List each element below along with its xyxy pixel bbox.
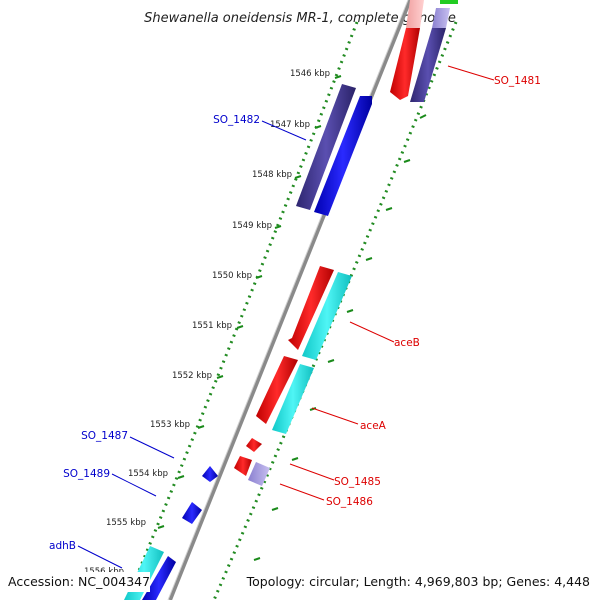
- map-title: Shewanella oneidensis MR-1, complete gen…: [144, 11, 456, 26]
- genome-backbone: [168, 0, 412, 600]
- tick-label: 1553 kbp: [150, 420, 190, 430]
- tick-label: 1550 kbp: [212, 271, 252, 281]
- label-so-1489[interactable]: SO_1489: [63, 468, 110, 480]
- tick-label: 1554 kbp: [128, 469, 168, 479]
- gene-so-1482-protein[interactable]: [296, 84, 356, 210]
- tick-label: 1549 kbp: [232, 221, 272, 231]
- label-so-1481[interactable]: SO_1481: [494, 75, 541, 87]
- tick-label: 1552 kbp: [172, 371, 212, 381]
- topology-text: Topology: circular; Length: 4,969,803 bp…: [246, 574, 590, 589]
- label-so-1485[interactable]: SO_1485: [334, 476, 381, 488]
- gene-so-1481-top-ghost: [406, 0, 424, 28]
- tick-label: 1555 kbp: [106, 518, 146, 528]
- footer-right-bg: [256, 572, 596, 592]
- gene-so-1489[interactable]: [182, 502, 202, 524]
- tick-labels: 1546 kbp 1547 kbp 1548 kbp 1549 kbp 1550…: [84, 69, 330, 577]
- tick-label: 1546 kbp: [290, 69, 330, 79]
- gene-aceA-cyan[interactable]: [272, 364, 314, 434]
- reverse-track: [125, 21, 359, 600]
- gene-aceB-forward[interactable]: [288, 266, 334, 350]
- gene-labels: SO_1481 aceB aceA SO_1485 SO_1486 SO_148…: [49, 75, 541, 552]
- label-so-1486[interactable]: SO_1486: [326, 496, 373, 508]
- label-leaders: [77, 65, 495, 569]
- tick-label: 1548 kbp: [252, 170, 292, 180]
- leader-aceA: [311, 407, 359, 425]
- gene-aceB-cyan[interactable]: [302, 272, 352, 360]
- gene-aceA-forward[interactable]: [256, 356, 298, 424]
- gene-so-1485-b[interactable]: [234, 456, 252, 476]
- gene-so-1482-reverse[interactable]: [314, 96, 372, 216]
- label-adhB[interactable]: adhB: [49, 540, 76, 552]
- leader-so-1489: [111, 473, 157, 497]
- track-top-marker: [440, 0, 458, 4]
- forward-tick-marks: [253, 114, 427, 561]
- genome-backbone-highlight: [167, 0, 409, 600]
- label-so-1487[interactable]: SO_1487: [81, 430, 128, 442]
- leader-adhB: [77, 545, 123, 569]
- footer-left-bg: [4, 572, 150, 592]
- leader-so-1486: [279, 483, 325, 501]
- label-aceB[interactable]: aceB: [394, 337, 420, 349]
- accession-text: Accession: NC_004347: [8, 574, 150, 589]
- leader-so-1485: [289, 463, 335, 481]
- label-so-1482[interactable]: SO_1482: [213, 114, 260, 126]
- gene-so-1485[interactable]: [246, 438, 262, 452]
- gene-so-1481-forward[interactable]: [390, 28, 420, 100]
- leader-aceB: [349, 321, 395, 343]
- reverse-tick-marks: [157, 75, 342, 529]
- leader-so-1482: [261, 120, 307, 141]
- gene-so-1481-protein-ghost: [432, 8, 450, 28]
- leader-so-1481: [447, 65, 495, 81]
- gene-adhB-reverse[interactable]: [142, 556, 176, 600]
- gene-so-1486[interactable]: [248, 462, 270, 486]
- gene-so-1487[interactable]: [202, 466, 218, 482]
- gene-so-1481-protein[interactable]: [410, 28, 446, 102]
- tick-label: 1547 kbp: [270, 120, 310, 130]
- label-aceA[interactable]: aceA: [360, 420, 387, 432]
- tick-label: 1551 kbp: [192, 321, 232, 331]
- leader-so-1487: [129, 436, 175, 459]
